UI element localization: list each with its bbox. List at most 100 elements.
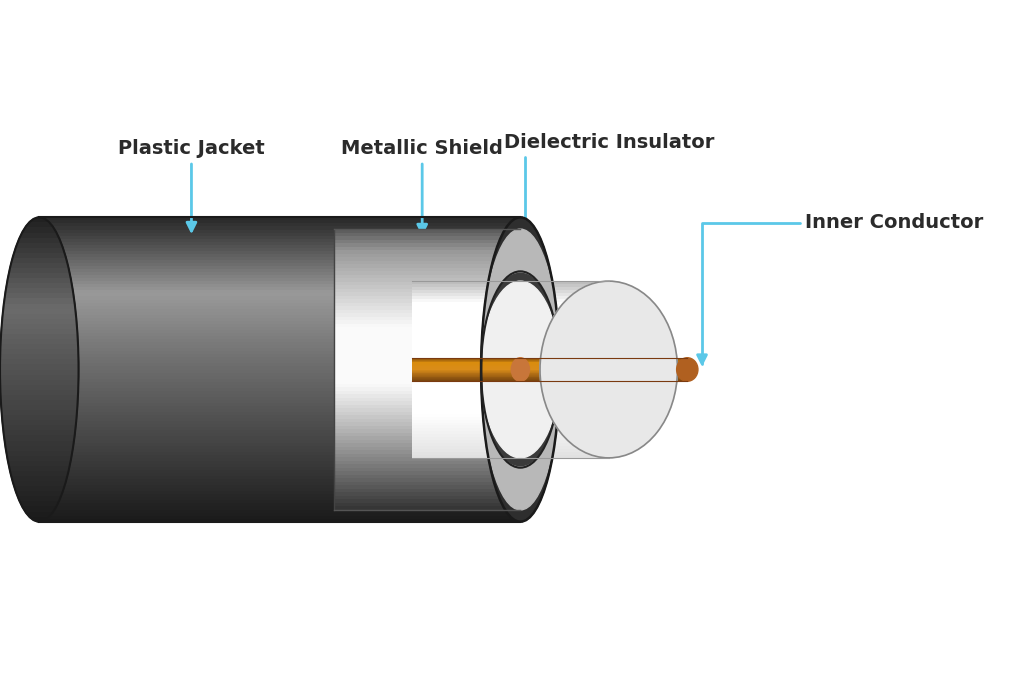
- Bar: [39, 275, 520, 279]
- Bar: [0, 364, 79, 370]
- Bar: [334, 458, 520, 461]
- Bar: [39, 245, 520, 248]
- Bar: [413, 372, 608, 375]
- Bar: [39, 233, 520, 235]
- Bar: [39, 260, 520, 263]
- Bar: [39, 504, 520, 506]
- Bar: [39, 464, 520, 467]
- Bar: [0, 294, 79, 298]
- Bar: [413, 437, 608, 440]
- Bar: [39, 269, 520, 272]
- Bar: [334, 247, 520, 250]
- Bar: [0, 298, 79, 304]
- Bar: [0, 228, 79, 233]
- Bar: [39, 251, 520, 254]
- Bar: [39, 248, 520, 251]
- Bar: [39, 421, 520, 425]
- Bar: [413, 343, 608, 346]
- Bar: [413, 364, 608, 366]
- Bar: [413, 363, 687, 364]
- Bar: [0, 304, 79, 309]
- Bar: [0, 395, 79, 400]
- Bar: [0, 319, 79, 324]
- Bar: [413, 452, 608, 455]
- Bar: [334, 380, 520, 383]
- Bar: [39, 241, 520, 245]
- Bar: [39, 305, 520, 309]
- Bar: [334, 303, 520, 307]
- Bar: [413, 370, 687, 371]
- Bar: [413, 440, 608, 443]
- Bar: [334, 229, 520, 233]
- Bar: [413, 378, 687, 379]
- Bar: [0, 222, 79, 228]
- Bar: [39, 400, 520, 403]
- Bar: [0, 506, 79, 512]
- Bar: [0, 283, 79, 288]
- Bar: [39, 357, 520, 360]
- Bar: [334, 415, 520, 418]
- Bar: [334, 450, 520, 453]
- Bar: [334, 373, 520, 377]
- Bar: [334, 342, 520, 345]
- Bar: [413, 284, 608, 287]
- Bar: [413, 381, 608, 384]
- Bar: [413, 399, 608, 402]
- Bar: [39, 394, 520, 397]
- Bar: [334, 307, 520, 310]
- Bar: [413, 377, 687, 378]
- Bar: [334, 236, 520, 239]
- Bar: [39, 239, 520, 241]
- Bar: [0, 324, 79, 329]
- Bar: [39, 226, 520, 230]
- Bar: [0, 309, 79, 314]
- Bar: [334, 243, 520, 247]
- Bar: [413, 405, 608, 407]
- Bar: [413, 396, 608, 399]
- Bar: [39, 284, 520, 287]
- Bar: [334, 331, 520, 334]
- Bar: [413, 420, 608, 423]
- Bar: [39, 388, 520, 391]
- Bar: [334, 489, 520, 493]
- Bar: [413, 299, 608, 302]
- Bar: [334, 317, 520, 320]
- Bar: [0, 314, 79, 319]
- Bar: [39, 257, 520, 260]
- Bar: [39, 415, 520, 418]
- Bar: [413, 370, 608, 372]
- Bar: [39, 467, 520, 470]
- Bar: [0, 501, 79, 506]
- Bar: [39, 385, 520, 388]
- Bar: [413, 367, 687, 368]
- Bar: [334, 422, 520, 426]
- Bar: [0, 481, 79, 486]
- Bar: [413, 307, 608, 311]
- Bar: [413, 359, 687, 360]
- Bar: [39, 281, 520, 284]
- Bar: [413, 416, 608, 420]
- Bar: [413, 366, 608, 370]
- Bar: [0, 461, 79, 466]
- Bar: [413, 360, 687, 361]
- Ellipse shape: [481, 217, 560, 521]
- Bar: [413, 287, 608, 290]
- Bar: [413, 431, 608, 434]
- Bar: [334, 268, 520, 271]
- Bar: [413, 407, 608, 411]
- Bar: [39, 351, 520, 354]
- Bar: [0, 354, 79, 359]
- Bar: [0, 339, 79, 344]
- Bar: [39, 364, 520, 366]
- Bar: [334, 338, 520, 342]
- Bar: [0, 430, 79, 436]
- Bar: [39, 266, 520, 269]
- Bar: [39, 391, 520, 394]
- Bar: [39, 217, 520, 220]
- Bar: [39, 482, 520, 485]
- Bar: [39, 418, 520, 421]
- Bar: [39, 300, 520, 303]
- Bar: [334, 254, 520, 257]
- Bar: [413, 455, 608, 458]
- Bar: [334, 390, 520, 394]
